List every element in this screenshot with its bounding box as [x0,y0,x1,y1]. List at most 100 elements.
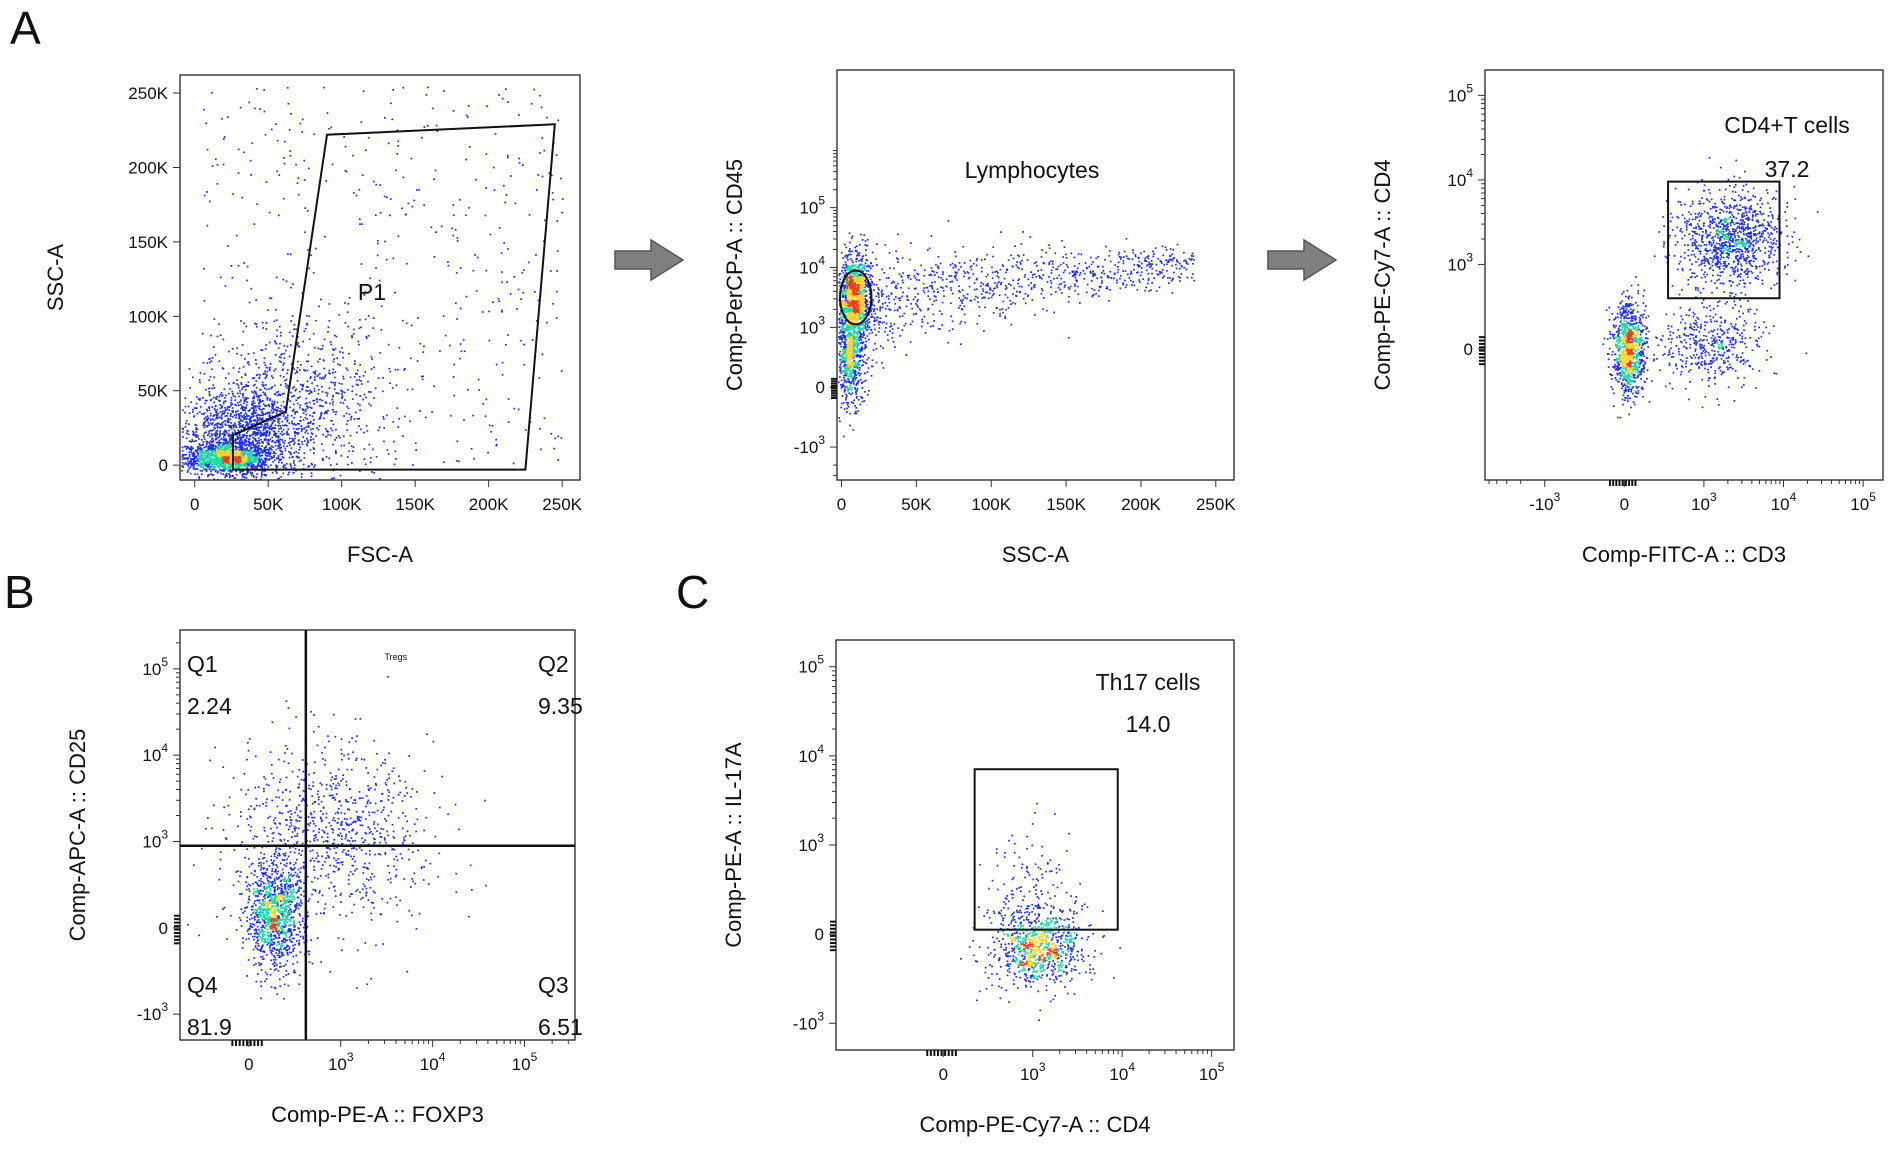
event-dot [383,427,385,429]
event-dot [222,456,224,459]
event-dot [261,424,263,426]
event-dot [966,271,969,273]
event-dot [203,299,206,302]
event-dot [291,440,293,442]
event-dot [842,435,845,438]
event-dot [1030,287,1033,289]
event-dot [274,424,277,427]
event-dot [1000,231,1002,233]
event-dot [323,412,326,415]
event-dot [209,456,211,458]
event-dot [988,292,991,295]
event-dot [1144,260,1146,262]
event-dot [240,470,243,473]
event-dot [271,403,273,405]
event-dot [237,453,240,456]
event-dot [340,454,343,457]
event-dot [877,330,880,333]
event-dot [224,453,226,455]
event-dot [497,297,500,300]
event-dot [1158,270,1161,273]
event-dot [259,398,261,401]
event-dot [857,253,860,256]
event-dot [1091,287,1093,290]
event-dot [869,301,871,303]
event-dot [237,172,240,174]
event-dot [265,344,268,346]
event-dot [277,439,280,442]
event-dot [238,416,241,418]
event-dot [899,307,901,310]
tick-label: 150K [395,495,435,514]
event-dot [890,293,893,295]
event-dot [538,377,541,379]
event-dot [202,454,205,457]
event-dot [238,417,241,420]
event-dot [293,323,296,326]
panel-letter-a: A [10,2,41,54]
event-dot [219,400,221,402]
event-dot [844,340,847,343]
event-dot [1083,272,1086,275]
event-dot [239,451,242,454]
event-dot [865,249,867,251]
event-dot [223,439,226,442]
event-dot [199,455,201,458]
event-dot [920,325,923,328]
event-dot [198,444,201,446]
event-dot [1184,259,1187,262]
event-dot [240,463,243,466]
event-dot [255,409,257,412]
event-dot [256,414,259,416]
event-dot [1110,276,1113,279]
event-dot [359,470,361,472]
event-dot [240,445,243,447]
event-dot [878,323,880,326]
event-dot [841,395,844,397]
event-dot [246,415,249,417]
event-dot [264,377,267,380]
event-dot [468,146,471,148]
event-dot [222,463,225,466]
event-dot [858,339,861,342]
event-dot [871,307,873,310]
event-dot [468,206,471,209]
event-dot [862,331,865,334]
event-dot [964,321,966,324]
event-dot [1095,292,1097,295]
event-dot [864,284,867,286]
event-dot [305,360,308,363]
event-dot [244,358,246,360]
event-dot [193,463,195,466]
event-dot [844,284,847,287]
event-dot [1126,257,1129,260]
event-dot [201,444,204,446]
event-dot [299,390,301,393]
event-dot [1191,258,1193,260]
event-dot [248,435,251,437]
event-dot [211,460,213,462]
event-dot [291,456,293,459]
event-dot [353,360,356,362]
event-dot [931,303,934,306]
event-dot [1005,271,1007,274]
event-dot [276,410,278,412]
event-dot [463,350,466,353]
event-dot [296,422,299,425]
event-dot [212,384,215,386]
event-dot [254,391,257,394]
event-dot [844,373,847,375]
event-dot [290,113,292,115]
event-dot [1054,252,1057,255]
event-dot [865,259,868,261]
event-dot [865,329,868,331]
event-dot [891,332,894,335]
event-dot [401,319,404,322]
event-dot [361,223,363,225]
event-dot [282,197,285,200]
event-dot [867,322,870,324]
event-dot [1185,268,1188,271]
event-dot [838,353,840,355]
event-dot [379,211,382,214]
event-dot [301,118,304,121]
